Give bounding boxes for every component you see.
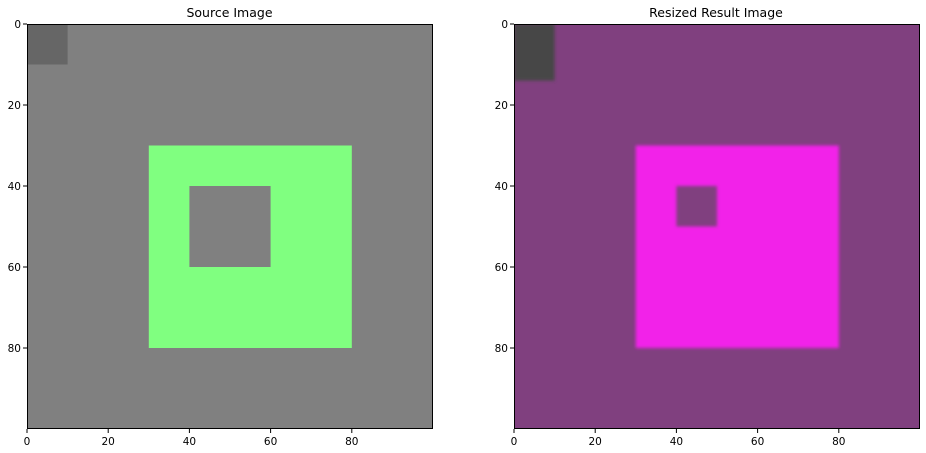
resized-result-plot: 0 20 40 60 80 0 20 40 60 80 bbox=[495, 19, 920, 448]
resized-result-y-tick-label: 20 bbox=[495, 100, 508, 112]
source-image-y-tick-label: 80 bbox=[8, 343, 21, 355]
resized-result-y-tick-label: 40 bbox=[495, 181, 508, 193]
source-image-panel: Source Image 0 20 40 60 80 0 20 40 60 80 bbox=[8, 5, 433, 448]
source-image-plot: 0 20 40 60 80 0 20 40 60 80 bbox=[8, 19, 433, 448]
resized-result-axes-frame bbox=[514, 24, 920, 429]
source-image-title: Source Image bbox=[186, 5, 272, 20]
resized-result-x-tick-label: 20 bbox=[589, 436, 602, 448]
resized-result-x-tick-label: 40 bbox=[670, 436, 683, 448]
source-image-x-tick-label: 80 bbox=[345, 436, 358, 448]
resized-result-title: Resized Result Image bbox=[649, 5, 783, 20]
resized-result-pixels bbox=[514, 24, 920, 429]
source-image-x-tick-label: 40 bbox=[183, 436, 196, 448]
source-image-y-tick-label: 60 bbox=[8, 262, 21, 274]
source-image-pixels bbox=[27, 24, 433, 429]
resized-result-inner-hole-region bbox=[676, 186, 717, 227]
source-image-axes-frame bbox=[27, 24, 433, 429]
resized-result-panel: Resized Result Image 0 20 40 60 80 0 20 40 60 80 bbox=[495, 5, 920, 448]
resized-result-x-tick-label: 0 bbox=[511, 436, 518, 448]
source-image-y-tick-label: 20 bbox=[8, 100, 21, 112]
resized-result-y-tick-label: 60 bbox=[495, 262, 508, 274]
source-image-y-tick-label: 0 bbox=[14, 19, 21, 31]
source-image-x-tick-label: 0 bbox=[24, 436, 31, 448]
resized-result-x-tick-label: 80 bbox=[832, 436, 845, 448]
source-image-x-tick-label: 20 bbox=[102, 436, 115, 448]
source-image-x-tick-label: 60 bbox=[264, 436, 277, 448]
resized-result-y-tick-label: 0 bbox=[501, 19, 508, 31]
resized-result-x-tick-label: 60 bbox=[751, 436, 764, 448]
resized-result-outer-square-region bbox=[635, 145, 839, 348]
resized-result-corner-region bbox=[514, 24, 555, 81]
resized-result-y-tick-label: 80 bbox=[495, 343, 508, 355]
source-image-y-tick-label: 40 bbox=[8, 181, 21, 193]
source-image-corner-region bbox=[27, 24, 68, 65]
source-image-inner-hole-region bbox=[189, 186, 271, 267]
